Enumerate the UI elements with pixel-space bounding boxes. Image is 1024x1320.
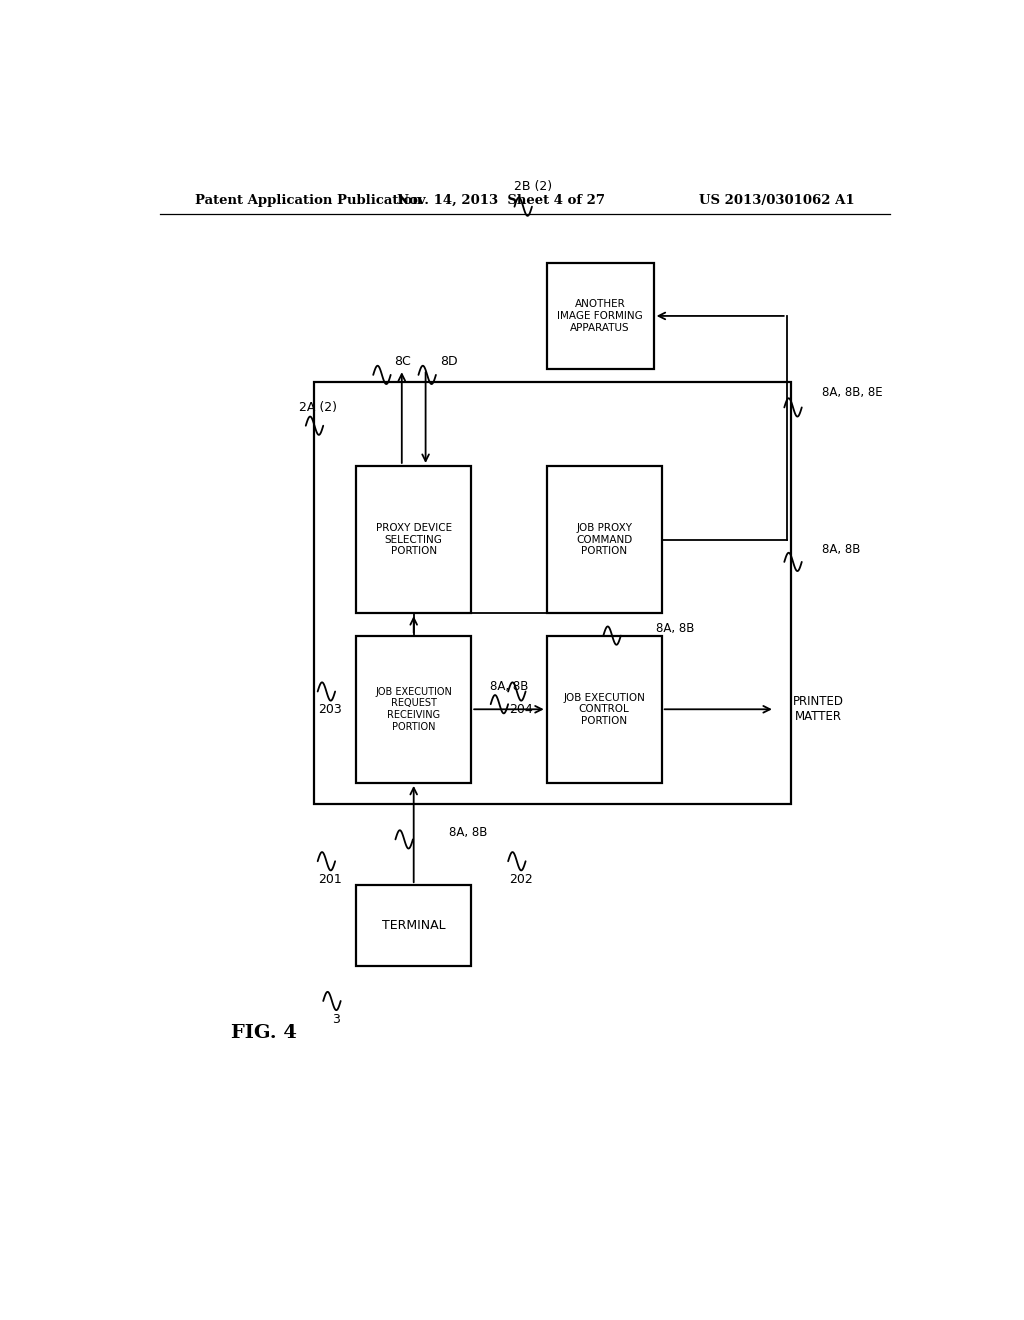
Text: FIG. 4: FIG. 4 — [231, 1023, 297, 1041]
Bar — [547, 636, 662, 783]
Text: 8A, 8B: 8A, 8B — [822, 544, 861, 556]
Text: PROXY DEVICE
SELECTING
PORTION: PROXY DEVICE SELECTING PORTION — [376, 523, 452, 556]
Text: JOB PROXY
COMMAND
PORTION: JOB PROXY COMMAND PORTION — [577, 523, 632, 556]
Text: PRINTED
MATTER: PRINTED MATTER — [793, 696, 844, 723]
Bar — [356, 886, 471, 966]
Text: 8A, 8B: 8A, 8B — [655, 622, 694, 635]
Text: 8D: 8D — [440, 355, 458, 368]
Text: 203: 203 — [318, 704, 342, 717]
Text: TERMINAL: TERMINAL — [382, 919, 445, 932]
Bar — [547, 466, 662, 614]
Text: 8A, 8B: 8A, 8B — [489, 680, 528, 693]
Text: US 2013/0301062 A1: US 2013/0301062 A1 — [698, 194, 854, 206]
Text: ANOTHER
IMAGE FORMING
APPARATUS: ANOTHER IMAGE FORMING APPARATUS — [557, 300, 643, 333]
Bar — [356, 466, 471, 614]
Text: JOB EXECUTION
CONTROL
PORTION: JOB EXECUTION CONTROL PORTION — [563, 693, 645, 726]
Text: 204: 204 — [509, 704, 532, 717]
Text: 201: 201 — [318, 873, 342, 886]
Bar — [314, 381, 791, 804]
Text: 202: 202 — [509, 873, 532, 886]
Text: 8A, 8B: 8A, 8B — [450, 826, 487, 838]
Text: 2A (2): 2A (2) — [299, 401, 338, 414]
Text: Nov. 14, 2013  Sheet 4 of 27: Nov. 14, 2013 Sheet 4 of 27 — [397, 194, 605, 206]
Text: 8A, 8B, 8E: 8A, 8B, 8E — [822, 385, 883, 399]
Bar — [356, 636, 471, 783]
Text: JOB EXECUTION
REQUEST
RECEIVING
PORTION: JOB EXECUTION REQUEST RECEIVING PORTION — [375, 686, 453, 731]
Bar — [547, 263, 653, 370]
Text: 3: 3 — [332, 1012, 340, 1026]
Text: 2B (2): 2B (2) — [514, 180, 552, 193]
Text: Patent Application Publication: Patent Application Publication — [196, 194, 422, 206]
Text: 8C: 8C — [394, 355, 411, 368]
